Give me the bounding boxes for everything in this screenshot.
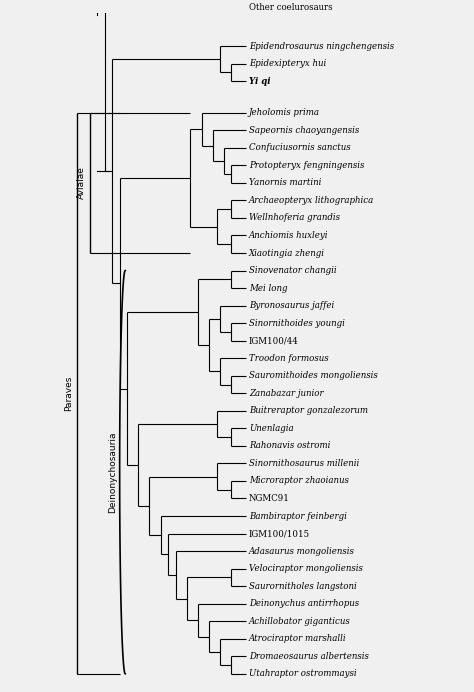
Text: Saurornitholes langstoni: Saurornitholes langstoni bbox=[249, 582, 356, 591]
Text: Unenlagia: Unenlagia bbox=[249, 424, 293, 433]
Text: Yi qi: Yi qi bbox=[249, 77, 271, 86]
Text: Mei long: Mei long bbox=[249, 284, 287, 293]
Text: Epidexipteryx hui: Epidexipteryx hui bbox=[249, 59, 326, 69]
Text: Velociraptor mongoliensis: Velociraptor mongoliensis bbox=[249, 564, 363, 573]
Text: Microraptor zhaoianus: Microraptor zhaoianus bbox=[249, 477, 349, 486]
Text: IGM100/44: IGM100/44 bbox=[249, 336, 299, 345]
Text: Sauromithoides mongoliensis: Sauromithoides mongoliensis bbox=[249, 371, 378, 380]
Text: Anchiomis huxleyi: Anchiomis huxleyi bbox=[249, 231, 328, 240]
Text: NGMC91: NGMC91 bbox=[249, 494, 290, 503]
Text: Protopteryx fengningensis: Protopteryx fengningensis bbox=[249, 161, 365, 170]
Text: Deinonychus antirrhopus: Deinonychus antirrhopus bbox=[249, 599, 359, 608]
Text: Sinovenator changii: Sinovenator changii bbox=[249, 266, 337, 275]
Text: Paraves: Paraves bbox=[64, 376, 73, 411]
Text: Dromaeosaurus albertensis: Dromaeosaurus albertensis bbox=[249, 652, 369, 661]
Text: Jeholomis prima: Jeholomis prima bbox=[249, 108, 320, 117]
Text: Xiaotingia zhengi: Xiaotingia zhengi bbox=[249, 248, 325, 257]
Text: Avialae: Avialae bbox=[77, 167, 86, 199]
Text: Zanabazar junior: Zanabazar junior bbox=[249, 389, 324, 398]
Text: Epidendrosaurus ningchengensis: Epidendrosaurus ningchengensis bbox=[249, 42, 394, 51]
Text: Adasaurus mongoliensis: Adasaurus mongoliensis bbox=[249, 547, 355, 556]
Text: Bambiraptor feinbergi: Bambiraptor feinbergi bbox=[249, 511, 347, 520]
Text: Buitreraptor gonzalezorum: Buitreraptor gonzalezorum bbox=[249, 406, 368, 415]
Text: Rahonavis ostromi: Rahonavis ostromi bbox=[249, 441, 330, 450]
Text: Wellnhoferia grandis: Wellnhoferia grandis bbox=[249, 213, 340, 222]
Text: Troodon formosus: Troodon formosus bbox=[249, 354, 328, 363]
Text: IGM100/1015: IGM100/1015 bbox=[249, 529, 310, 538]
Text: Achillobator giganticus: Achillobator giganticus bbox=[249, 617, 351, 626]
Text: Sapeornis chaoyangensis: Sapeornis chaoyangensis bbox=[249, 126, 359, 135]
Text: Deinonychosauria: Deinonychosauria bbox=[108, 431, 117, 513]
Text: Other coelurosaurs: Other coelurosaurs bbox=[249, 3, 333, 12]
Text: Archaeopteryx lithographica: Archaeopteryx lithographica bbox=[249, 196, 374, 205]
Text: Sinornithosaurus millenii: Sinornithosaurus millenii bbox=[249, 459, 359, 468]
Text: Atrociraptor marshalli: Atrociraptor marshalli bbox=[249, 635, 346, 644]
Text: Confuciusornis sanctus: Confuciusornis sanctus bbox=[249, 143, 351, 152]
Text: Byronosaurus jaffei: Byronosaurus jaffei bbox=[249, 301, 334, 310]
Text: Yanornis martini: Yanornis martini bbox=[249, 179, 321, 188]
Text: Utahraptor ostrommaysi: Utahraptor ostrommaysi bbox=[249, 669, 356, 678]
Text: Sinornithoides youngi: Sinornithoides youngi bbox=[249, 318, 345, 327]
